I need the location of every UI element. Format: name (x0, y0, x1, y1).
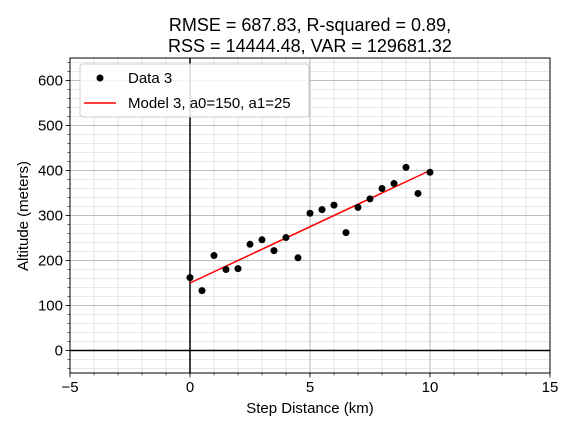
data-point (318, 206, 326, 214)
x-tick-label: 5 (306, 379, 314, 396)
data-point (414, 189, 422, 197)
series-layer (186, 163, 434, 295)
data-point (222, 266, 230, 273)
data-point (198, 287, 206, 295)
data-point (426, 168, 434, 176)
data-point (390, 180, 398, 188)
chart-title-line-2: RSS = 14444.48, VAR = 129681.32 (168, 36, 452, 56)
data-point (186, 274, 194, 282)
chart-title-line-1: RMSE = 687.83, R-squared = 0.89, (169, 15, 451, 35)
data-point (402, 163, 410, 171)
y-tick-label: 400 (38, 163, 63, 180)
x-tick-label: −5 (61, 379, 78, 396)
data-point (270, 247, 278, 255)
x-axis-label: Step Distance (km) (246, 400, 374, 417)
legend: Data 3 Model 3, a0=150, a1=25 (79, 63, 310, 118)
legend-box (79, 63, 310, 118)
legend-marker-data-3 (96, 74, 104, 82)
data-point (306, 209, 314, 217)
x-tick-label: 0 (186, 379, 194, 396)
data-point (330, 201, 338, 209)
y-tick-label: 500 (38, 118, 63, 135)
data-point (294, 254, 302, 262)
legend-label-data-3: Data 3 (128, 70, 172, 87)
legend-label-model-3: Model 3, a0=150, a1=25 (128, 95, 291, 112)
data-point (342, 229, 350, 237)
data-point (210, 252, 218, 260)
y-tick-label: 0 (55, 343, 63, 360)
y-tick-label: 200 (38, 253, 63, 270)
tick-labels: −5 0 5 10 15 0 100 200 300 400 500 600 (38, 73, 558, 397)
data-point (354, 203, 362, 211)
y-axis-label: Altitude (meters) (15, 161, 32, 271)
data-point (246, 240, 254, 248)
data-point (366, 195, 374, 203)
y-tick-label: 300 (38, 208, 63, 225)
axis-ticks (65, 62, 551, 378)
data-point (282, 234, 290, 242)
x-tick-label: 10 (422, 379, 439, 396)
y-tick-label: 100 (38, 298, 63, 315)
data-point (234, 265, 242, 273)
model-line (189, 169, 431, 284)
data-point (378, 185, 386, 192)
x-tick-label: 15 (542, 379, 559, 396)
data-point (258, 236, 266, 244)
y-tick-label: 600 (38, 73, 63, 90)
